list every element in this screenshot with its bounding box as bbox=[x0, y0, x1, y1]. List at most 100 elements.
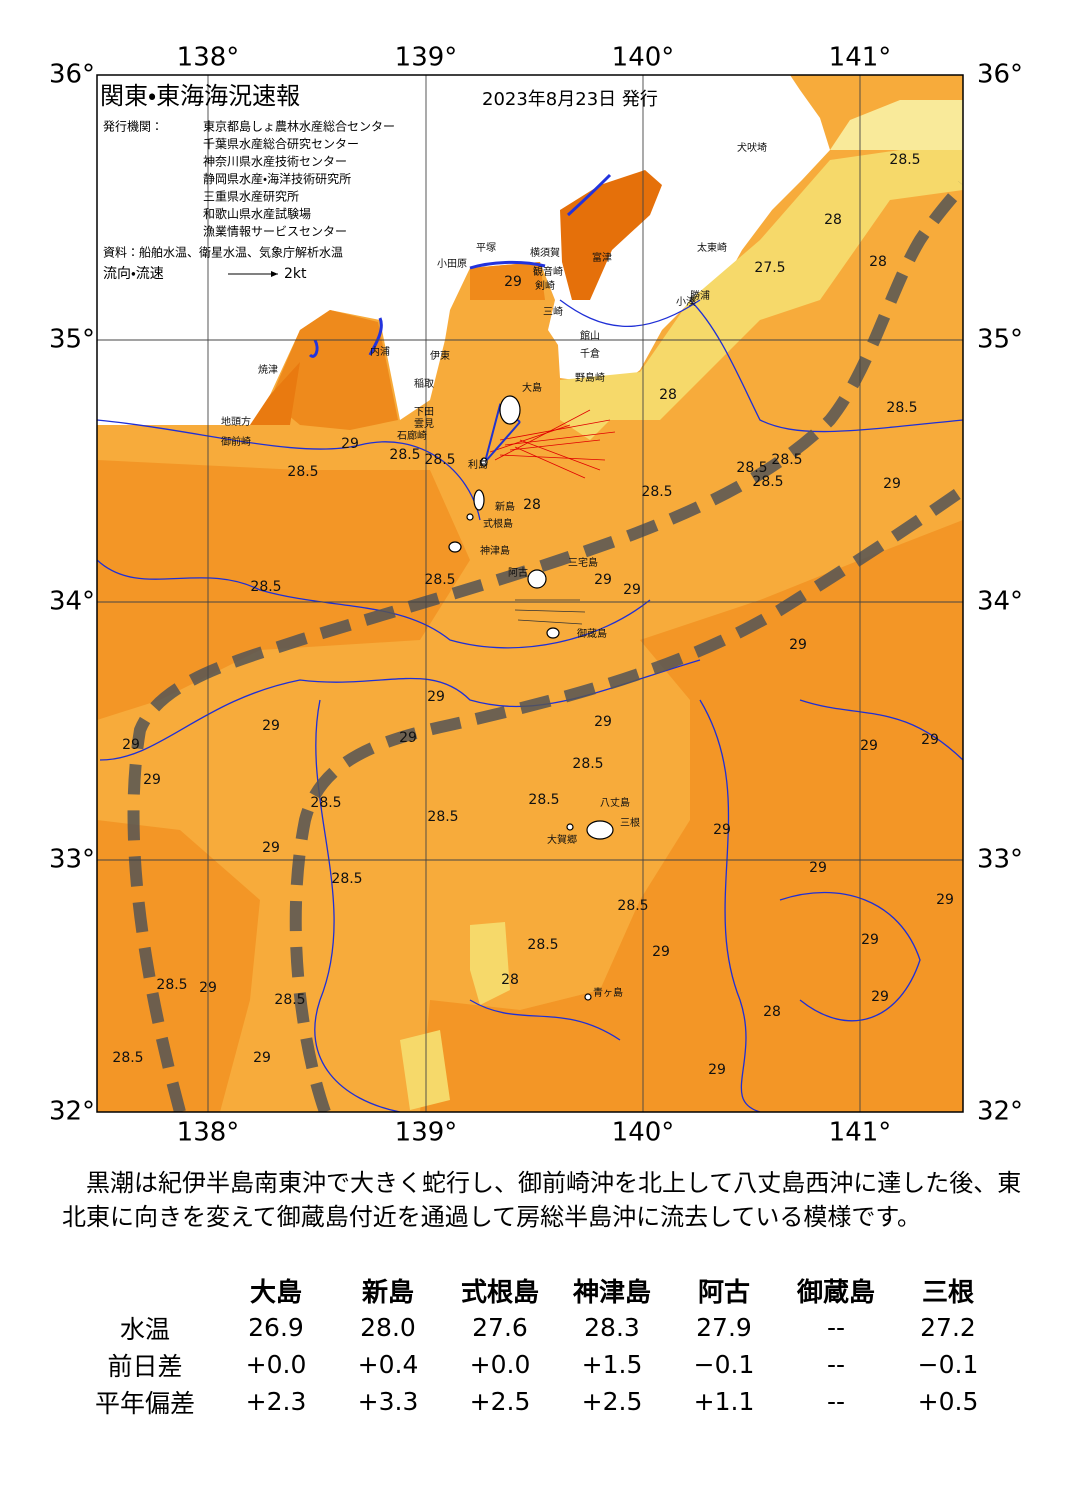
place-name: 稲取 bbox=[414, 378, 434, 390]
contour-label: 28.5 bbox=[331, 871, 362, 887]
place-name: 大島 bbox=[522, 381, 542, 394]
contour-label: 28.5 bbox=[310, 795, 341, 811]
summary: 黒潮は紀伊半島南東沖で大きく蛇行し、御前崎沖を北上して八丈島西沖に達した後、東北… bbox=[62, 1169, 1022, 1231]
contour-label: 29 bbox=[789, 637, 807, 653]
contour-label: 28.5 bbox=[156, 977, 187, 993]
contour-label: 29 bbox=[341, 436, 359, 452]
contour-label: 29 bbox=[861, 932, 879, 948]
agency: 静岡県水産・海洋技術研究所 bbox=[203, 171, 351, 186]
table-cell: +0.5 bbox=[917, 1387, 979, 1416]
lon-label-top: 138° bbox=[177, 43, 240, 73]
contour-label: 29 bbox=[713, 822, 731, 838]
table-header: 大島 新島 式根島 神津島 阿古 御蔵島 三根 bbox=[70, 1272, 1004, 1309]
table-cell: +3.3 bbox=[357, 1387, 419, 1416]
contour-label: 28.5 bbox=[752, 474, 783, 490]
column-header: 神津島 bbox=[572, 1278, 651, 1308]
warm-zone bbox=[97, 460, 470, 720]
lon-label-top: 141° bbox=[829, 43, 892, 73]
contour-label: 28.5 bbox=[527, 937, 558, 953]
bay bbox=[560, 170, 662, 300]
place-name: 利島 bbox=[468, 458, 488, 471]
contour-label: 29 bbox=[262, 840, 280, 856]
contour-label: 29 bbox=[143, 772, 161, 788]
contour-label: 27.5 bbox=[754, 260, 785, 276]
flow-vectors bbox=[489, 409, 616, 479]
contour-label: 28.5 bbox=[424, 452, 455, 468]
cool-zone bbox=[400, 1030, 450, 1110]
contour-label: 28.5 bbox=[641, 484, 672, 500]
place-name: 地頭方 bbox=[221, 415, 251, 428]
contour-label: 29 bbox=[936, 892, 954, 908]
lat-label-left: 36° bbox=[49, 60, 95, 90]
table-row: 平年偏差 +2.3 +3.3 +2.5 +2.5 +1.1 -- +0.5 bbox=[70, 1383, 1004, 1420]
contour-label: 29 bbox=[594, 572, 612, 588]
column-header: 大島 bbox=[249, 1278, 302, 1308]
table-cell: -- bbox=[826, 1350, 846, 1379]
agency-label: 発行機関： bbox=[103, 120, 163, 134]
place-name: 三崎 bbox=[543, 305, 563, 318]
place-name: 伊東 bbox=[430, 349, 450, 362]
place-name: 千倉 bbox=[580, 348, 600, 360]
agency: 千葉県水産総合研究センター bbox=[203, 136, 359, 151]
map: 29 28.5 28 28 27.5 29 28.5 28.5 28.5 28 28.5 28.5 28… bbox=[49, 43, 1023, 1148]
place-name: 八丈島 bbox=[600, 796, 630, 809]
lat-label-left: 33° bbox=[49, 845, 95, 875]
column-header: 御蔵島 bbox=[796, 1278, 875, 1308]
contour-label: 28.5 bbox=[287, 464, 318, 480]
flow-scale: 2kt bbox=[284, 266, 307, 282]
table-cell: 28.0 bbox=[360, 1313, 416, 1342]
contour-label: 28 bbox=[763, 1004, 781, 1020]
contour-label: 29 bbox=[921, 732, 939, 748]
table-cell: -- bbox=[826, 1313, 846, 1342]
table-cell: +2.3 bbox=[245, 1387, 307, 1416]
place-name: 石廊崎 bbox=[397, 429, 427, 442]
place-name: 太東崎 bbox=[697, 241, 727, 254]
place-name: 式根島 bbox=[483, 517, 513, 530]
contour-label: 29 bbox=[399, 730, 417, 746]
table-cell: −0.1 bbox=[917, 1350, 979, 1379]
table-row: 水温 26.9 28.0 27.6 28.3 27.9 -- 27.2 bbox=[70, 1309, 1004, 1346]
place-name: 雲見 bbox=[414, 418, 434, 430]
table-cell: +2.5 bbox=[581, 1387, 643, 1416]
table-cell: +0.4 bbox=[357, 1350, 419, 1379]
table-cell: 27.2 bbox=[920, 1313, 976, 1342]
table-row: 前日差 +0.0 +0.4 +0.0 +1.5 −0.1 -- −0.1 bbox=[70, 1346, 1004, 1383]
map-frame bbox=[96, 74, 964, 1113]
contour-label: 29 bbox=[427, 689, 445, 705]
contour-label: 28.5 bbox=[427, 809, 458, 825]
contour-label: 29 bbox=[199, 980, 217, 996]
place-name: 横須賀 bbox=[530, 246, 560, 259]
place-name: 犬吠埼 bbox=[737, 141, 767, 154]
contour-label: 28 bbox=[501, 972, 519, 988]
agency-list: 東京都島しょ農林水産総合センター千葉県水産総合研究センター神奈川県水産技術センタ… bbox=[203, 119, 395, 239]
table-cell: +1.1 bbox=[693, 1387, 755, 1416]
table-cell: 27.6 bbox=[472, 1313, 528, 1342]
lon-label-bottom: 138° bbox=[177, 1118, 240, 1148]
contour-label: 29 bbox=[883, 476, 901, 492]
graticule bbox=[97, 75, 963, 1112]
kuroshio-axis bbox=[127, 181, 963, 1112]
map-title: 関東・東海海況速報 bbox=[100, 82, 300, 110]
table-cell: +2.5 bbox=[469, 1387, 531, 1416]
place-name: 御前崎 bbox=[221, 435, 251, 448]
table-cell: -- bbox=[826, 1387, 846, 1416]
lat-label-left: 35° bbox=[49, 325, 95, 355]
place-name: 観音崎 bbox=[533, 265, 563, 278]
lon-label-bottom: 139° bbox=[395, 1118, 458, 1148]
table-cell: 27.9 bbox=[696, 1313, 752, 1342]
lat-label-left: 34° bbox=[49, 587, 95, 617]
contour-label: 29 bbox=[708, 1062, 726, 1078]
corner bbox=[70, 1272, 220, 1309]
contour-label: 28.5 bbox=[250, 579, 281, 595]
flow-vectors bbox=[514, 599, 586, 625]
place-name: 野島崎 bbox=[575, 371, 605, 384]
contour-label: 28 bbox=[523, 497, 541, 513]
place-name: 小湊 bbox=[676, 295, 696, 308]
place-name: 新島 bbox=[495, 500, 515, 513]
table-cell: 28.3 bbox=[584, 1313, 640, 1342]
place-name: 大賀郷 bbox=[547, 833, 577, 846]
contour-label: 29 bbox=[504, 274, 522, 290]
data-source: 資料：船舶水温、衛星水温、気象庁解析水温 bbox=[103, 245, 343, 260]
contour-label: 28.5 bbox=[889, 152, 920, 168]
